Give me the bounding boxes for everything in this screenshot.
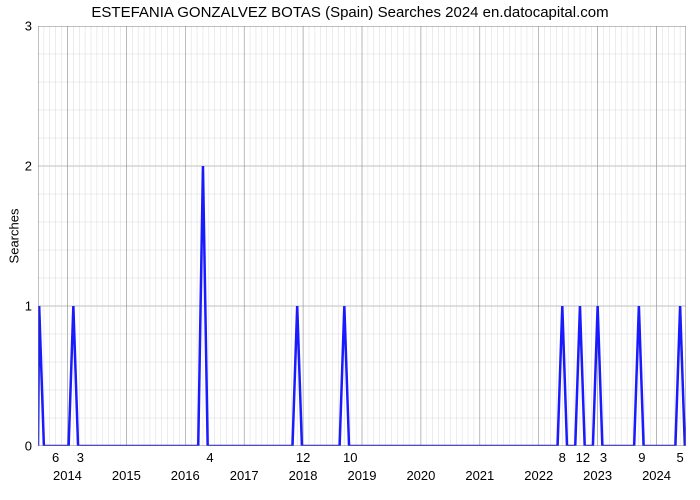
y-axis-label: Searches (7, 209, 22, 264)
x-tick-label: 2015 (112, 468, 141, 483)
y-tick-label: 1 (16, 299, 32, 314)
y-tick-label: 3 (16, 19, 32, 34)
peak-label: 12 (296, 450, 310, 465)
x-tick-label: 2021 (465, 468, 494, 483)
chart-container: { "chart": { "type": "line", "title": "E… (0, 0, 700, 500)
peak-label: 3 (77, 450, 84, 465)
peak-label: 3 (600, 450, 607, 465)
y-tick-label: 0 (16, 439, 32, 454)
peak-label: 10 (343, 450, 357, 465)
chart-title: ESTEFANIA GONZALVEZ BOTAS (Spain) Search… (0, 4, 700, 21)
peak-label: 6 (52, 450, 59, 465)
x-tick-label: 2016 (171, 468, 200, 483)
peak-label: 12 (576, 450, 590, 465)
x-tick-label: 2018 (289, 468, 318, 483)
x-tick-label: 2019 (348, 468, 377, 483)
peak-label: 4 (206, 450, 213, 465)
peak-label: 5 (676, 450, 683, 465)
y-tick-label: 2 (16, 159, 32, 174)
x-tick-label: 2020 (406, 468, 435, 483)
plot-svg (38, 26, 686, 446)
x-tick-label: 2017 (230, 468, 259, 483)
x-tick-label: 2022 (524, 468, 553, 483)
x-tick-label: 2024 (642, 468, 671, 483)
x-tick-label: 2014 (53, 468, 82, 483)
x-tick-label: 2023 (583, 468, 612, 483)
peak-label: 8 (559, 450, 566, 465)
peak-label: 9 (638, 450, 645, 465)
